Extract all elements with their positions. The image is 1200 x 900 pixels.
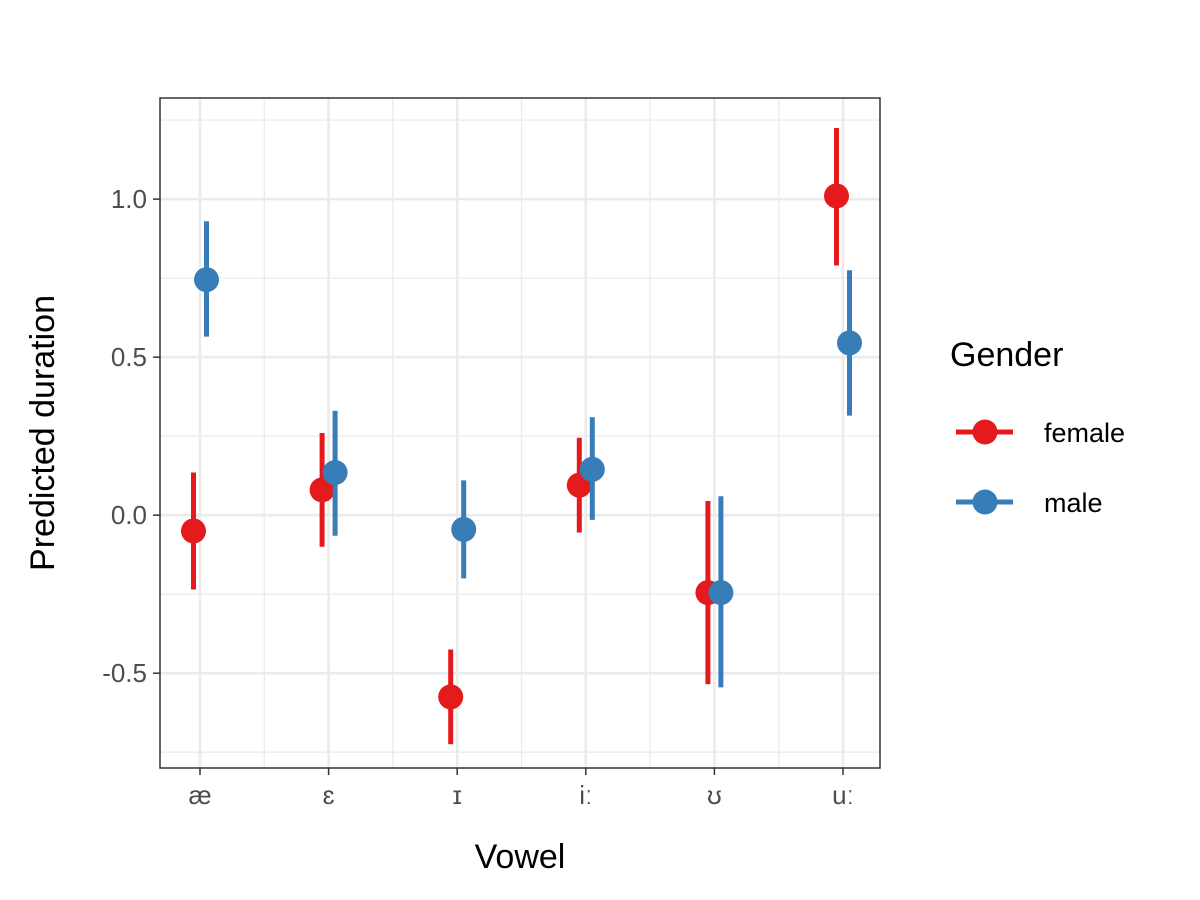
axes: -0.5 0.0 0.5 1.0 æ ɛ ɪ iː ʊ uː [102,184,854,810]
y-tick-label: -0.5 [102,658,147,688]
point-male [708,580,734,606]
point-female [438,684,464,710]
point-female [181,518,206,544]
y-tick-label: 1.0 [111,184,147,214]
legend-key-point-female [972,419,998,445]
x-tick-label: uː [832,780,854,810]
y-axis-title: Predicted duration [24,295,62,571]
x-tick-label: æ [188,780,211,810]
x-tick-label: ɛ [323,780,335,810]
legend-label-male: male [1044,488,1103,518]
point-male [322,460,348,486]
point-male [837,330,862,356]
panel-border [159,97,881,769]
legend: Gender female male [950,336,1125,518]
legend-label-female: female [1044,418,1125,448]
x-tick-label: ɪ [453,780,462,810]
point-male [451,516,477,542]
point-female [309,477,335,503]
point-male [194,267,219,293]
x-tick-label: ʊ [707,780,722,810]
legend-key-point-male [972,489,998,515]
point-male [579,456,605,482]
x-axis-title: Vowel [475,838,566,876]
data-marks [181,128,862,745]
point-female [824,183,849,209]
y-tick-label: 0.0 [111,500,147,530]
legend-title: Gender [950,336,1063,374]
grid [160,98,880,768]
y-tick-label: 0.5 [111,342,147,372]
x-tick-label: iː [579,780,592,810]
panel-background [160,98,880,768]
